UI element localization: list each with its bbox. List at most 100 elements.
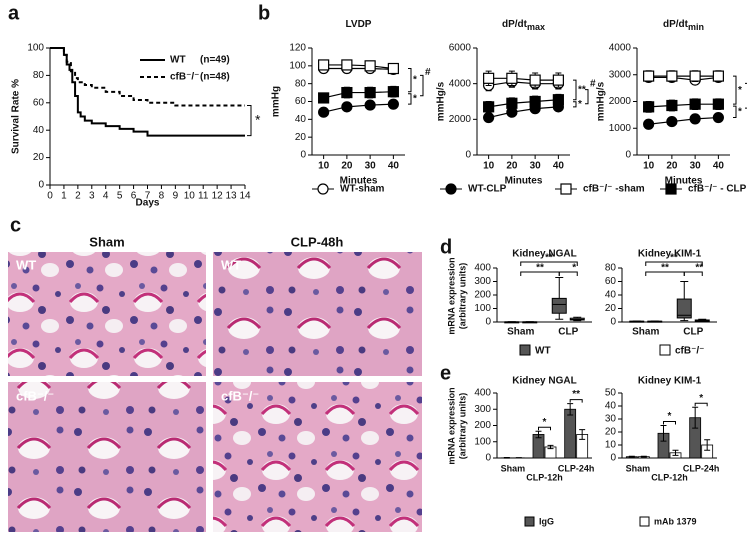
box-whisker [555, 313, 564, 320]
y-tick-label: 40 [605, 290, 617, 301]
y-tick-label: 400 [474, 388, 491, 399]
y-tick-label: 300 [474, 404, 491, 415]
marker [712, 111, 724, 124]
legend-label: mAb 1379 [654, 516, 697, 526]
x-axis-label: Minutes [340, 176, 378, 187]
marker [341, 59, 353, 71]
marker [445, 183, 457, 195]
marker [689, 70, 701, 82]
x-tick-label: 30 [365, 161, 377, 172]
y-tick-label: 0 [625, 150, 631, 161]
column-header: CLP-48h [291, 234, 344, 249]
x-tick-label: 40 [388, 161, 400, 172]
significance-bracket [683, 271, 703, 276]
series-line [323, 91, 394, 99]
title-text: LVDP [346, 19, 372, 30]
x-tick-label: CLP-12h [651, 472, 688, 482]
series-line [323, 64, 394, 70]
series-line [488, 81, 559, 87]
marker [643, 101, 655, 113]
significance-bracket [538, 426, 551, 431]
error-bar [704, 439, 711, 451]
y-tick-label: 20 [295, 132, 307, 143]
series-line [648, 76, 719, 81]
legend-label: cfB⁻/⁻ - CLP [688, 184, 747, 195]
marker [666, 99, 678, 112]
y-tick-label: 0 [38, 180, 44, 191]
y-tick-label: 2000 [449, 114, 472, 125]
bar [564, 408, 577, 459]
annotation: * [738, 85, 742, 96]
x-tick-label: 14 [239, 191, 251, 202]
significance-bracket [573, 79, 577, 101]
y-tick-label: 120 [289, 43, 306, 54]
annotation: * [668, 411, 672, 422]
subplot-title: Kidney KIM-1 [638, 376, 702, 387]
error-bar [567, 403, 574, 416]
error-bar [628, 455, 635, 458]
significance-bracket [569, 399, 583, 403]
x-tick-label: 6 [131, 191, 137, 202]
y-tick-label: 60 [605, 276, 617, 287]
significance-bracket [573, 101, 577, 108]
y-axis-label: mmHg/s [436, 81, 447, 121]
marker [387, 86, 399, 98]
error-bar [660, 425, 667, 442]
series-line [488, 106, 559, 119]
marker [529, 74, 541, 86]
box-whisker [680, 281, 689, 300]
x-tick-label: 3 [89, 191, 95, 202]
x-tick-label: 5 [117, 191, 123, 202]
significance-bracket [663, 421, 676, 425]
x-tick-label: 11 [198, 191, 209, 202]
annotation: ** [536, 263, 544, 274]
y-tick-label: 100 [474, 436, 491, 447]
x-axis-label: Minutes [665, 176, 703, 187]
legend-label: WT [170, 55, 186, 66]
significance-bracket [733, 75, 737, 105]
marker [364, 99, 376, 111]
x-tick-label: 30 [690, 161, 702, 172]
marker [387, 98, 399, 110]
legend-n: (n=48) [200, 72, 230, 83]
annotation: ** [695, 263, 703, 274]
series-line [648, 116, 719, 125]
marker [665, 183, 677, 195]
y-axis-label: mmHg/s [596, 81, 607, 121]
marker [483, 101, 495, 113]
x-tick-label: Sham [507, 327, 534, 338]
marker [506, 72, 518, 84]
y-axis-label: (arbitrary units) [457, 393, 467, 460]
panel-letter: d [440, 236, 452, 258]
subplot-title: dP/dtmin [663, 19, 704, 33]
x-tick-label: 40 [713, 161, 725, 172]
box [551, 297, 567, 314]
x-tick-label: 10 [318, 161, 330, 172]
y-axis-label: mmHg [271, 86, 282, 117]
x-tick-label: 4 [103, 191, 109, 202]
error-bar [692, 406, 699, 429]
subplot-title: Kidney KIM-1 [638, 249, 702, 260]
x-tick-label: 1 [61, 191, 67, 202]
significance-bracket [408, 93, 412, 105]
significance-bracket [408, 68, 412, 93]
y-tick-label: 20 [605, 303, 617, 314]
annotation: # [590, 78, 596, 89]
y-tick-label: 50 [605, 388, 617, 399]
series-line [488, 99, 559, 108]
marker [666, 70, 678, 82]
legend-label: IgG [539, 516, 554, 526]
x-tick-label: 13 [226, 191, 238, 202]
y-tick-label: 0 [610, 453, 616, 464]
y-tick-label: 4000 [449, 78, 472, 89]
marker [689, 98, 701, 110]
panel-letter: c [10, 214, 21, 236]
y-tick-label: 300 [474, 276, 491, 287]
legend-label: WT [535, 346, 551, 357]
image-label: cfB⁻/⁻ [16, 388, 54, 403]
box-whisker [555, 276, 564, 299]
legend-label: cfB⁻/⁻ [170, 72, 199, 83]
series-line [648, 103, 719, 108]
x-tick-label: CLP-24h [683, 463, 720, 473]
